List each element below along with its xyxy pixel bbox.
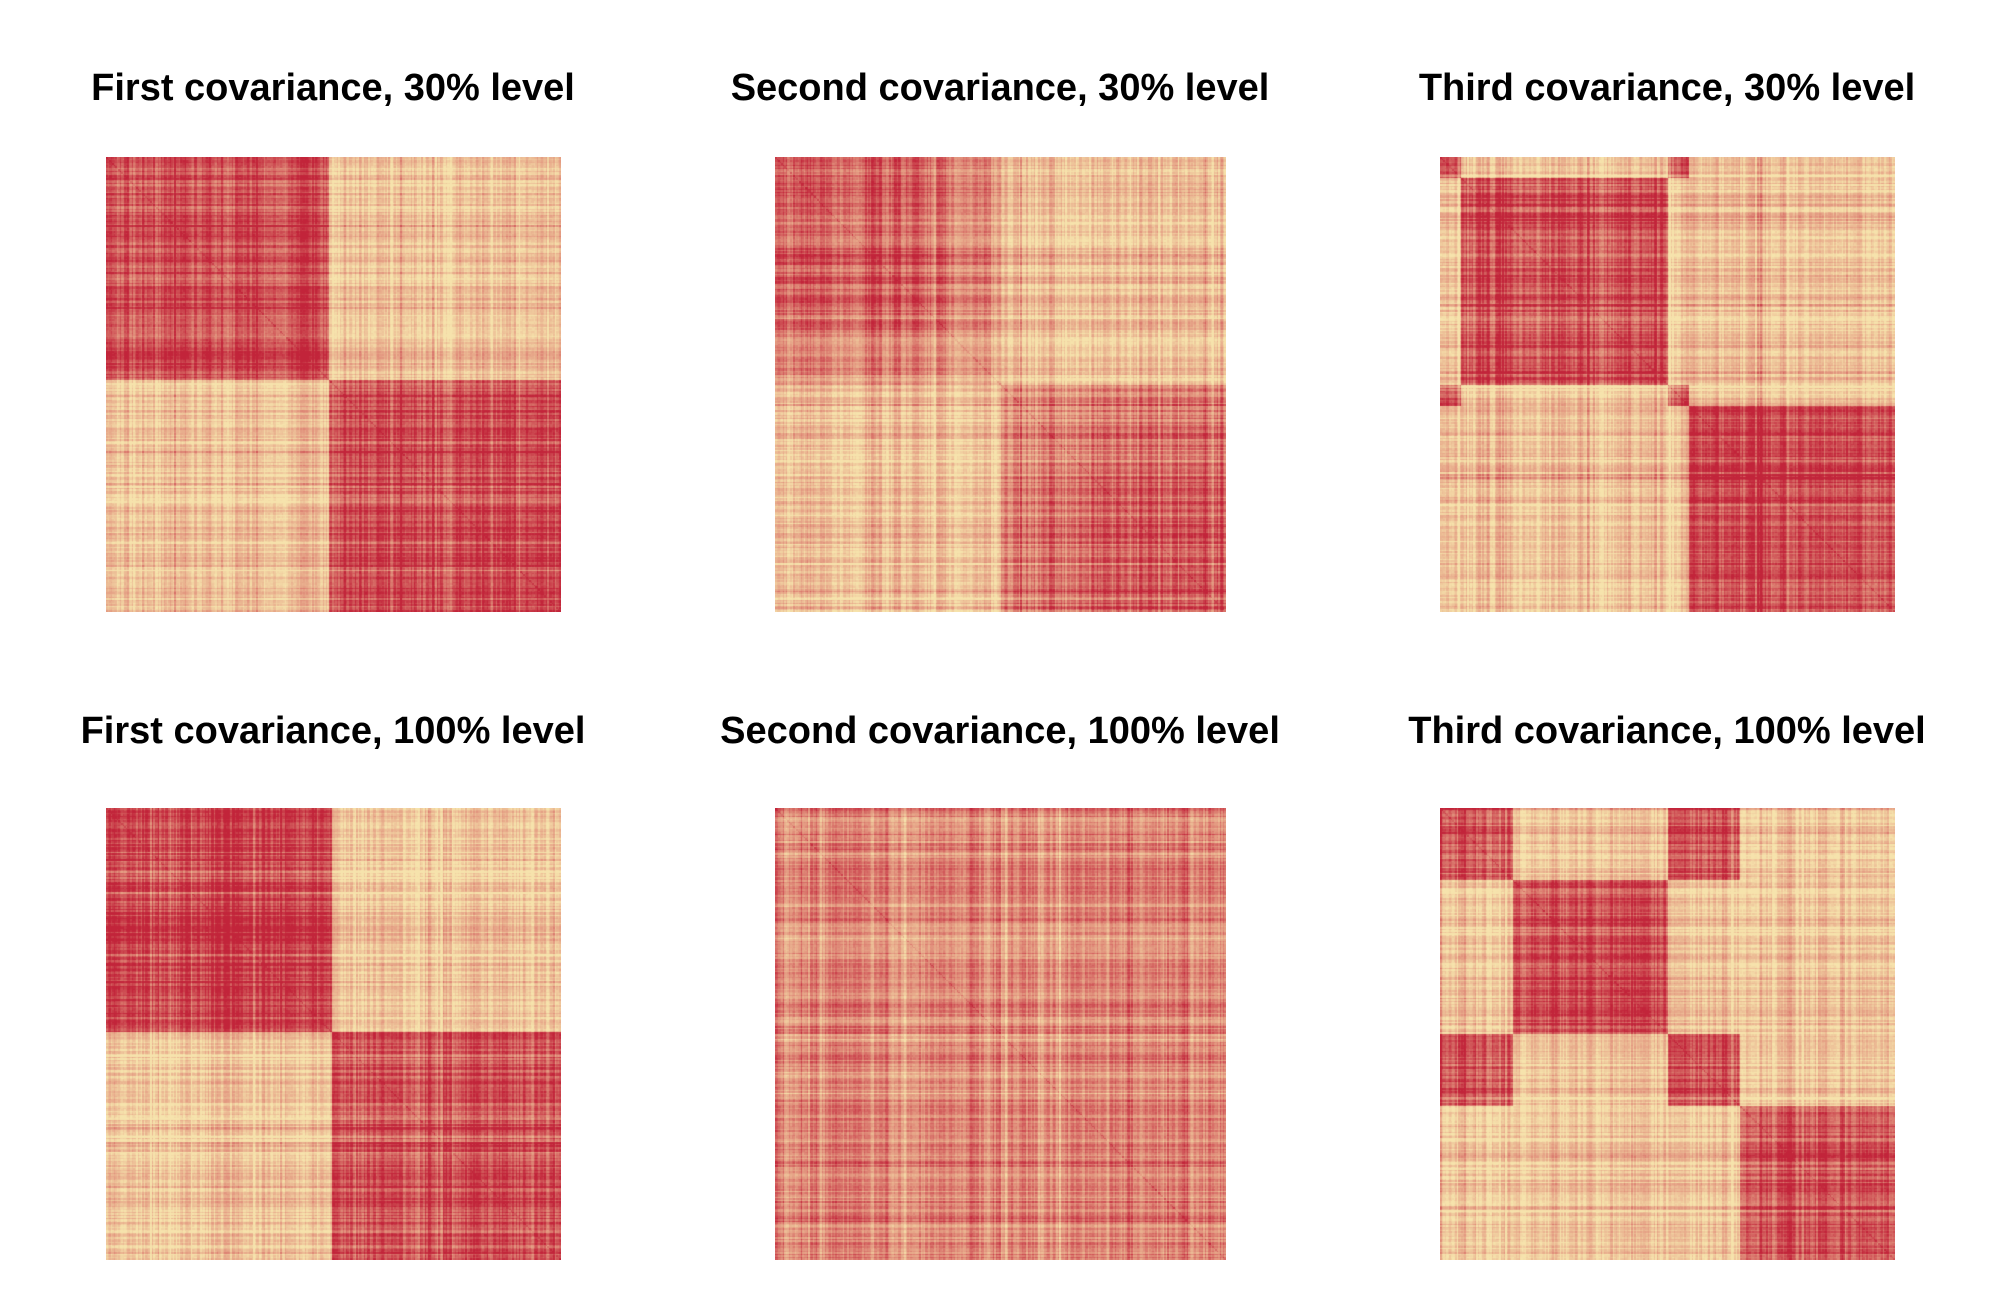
panel-title-third-covariance-30: Third covariance, 30% level — [1418, 67, 1916, 109]
heatmap-third-covariance-100 — [1440, 808, 1895, 1260]
heatmap-third-covariance-30 — [1440, 157, 1895, 612]
heatmap-second-covariance-100 — [775, 808, 1226, 1260]
heatmap-first-covariance-100 — [106, 808, 561, 1260]
panel-title-first-covariance-30: First covariance, 30% level — [91, 67, 575, 109]
panel-title-second-covariance-100: Second covariance, 100% level — [720, 710, 1280, 752]
heatmap-second-covariance-30 — [775, 157, 1226, 612]
panel-title-first-covariance-100: First covariance, 100% level — [80, 710, 586, 752]
panel-title-third-covariance-100: Third covariance, 100% level — [1408, 710, 1926, 752]
heatmap-first-covariance-30 — [106, 157, 561, 612]
panel-title-second-covariance-30: Second covariance, 30% level — [730, 67, 1270, 109]
